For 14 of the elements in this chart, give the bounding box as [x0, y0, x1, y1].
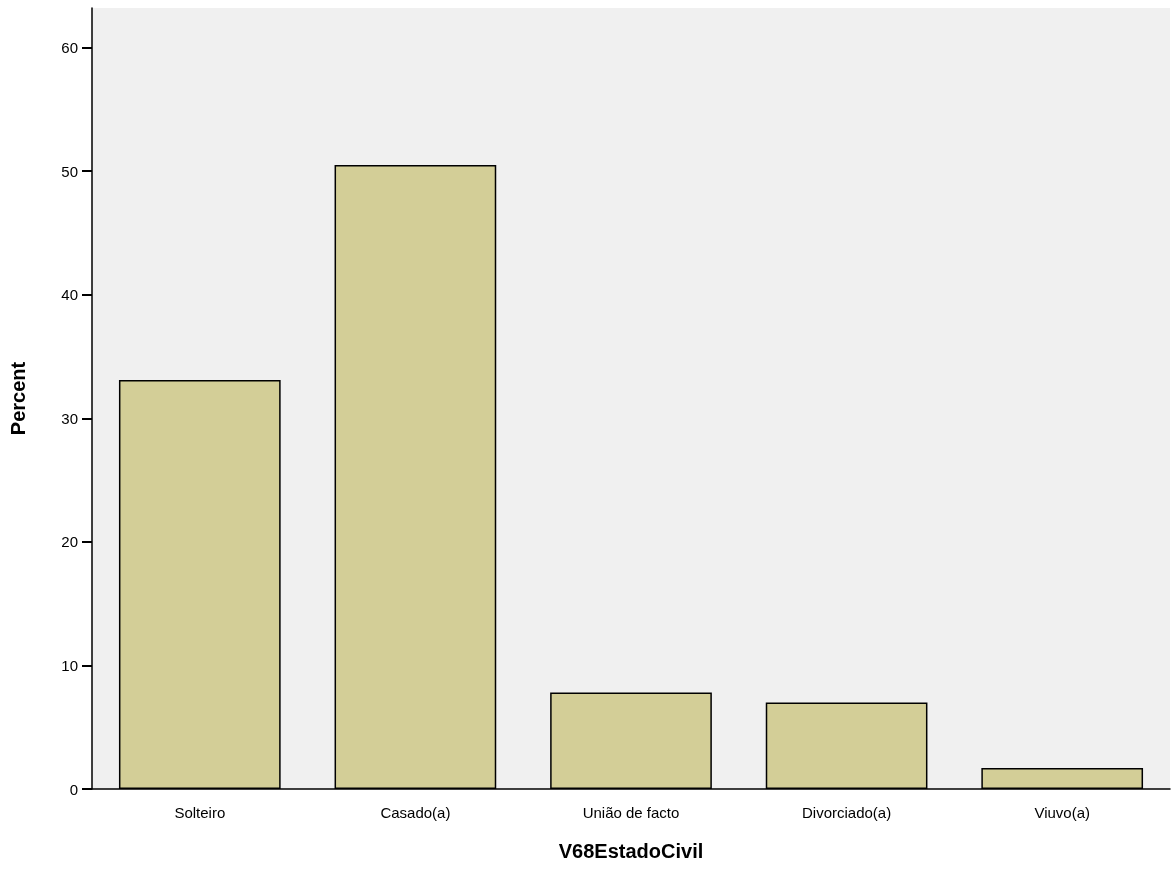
y-axis-title: Percent: [7, 361, 29, 436]
x-tick-label: União de facto: [582, 804, 680, 821]
y-tick-label: 20: [61, 533, 78, 551]
y-tick-label: 50: [61, 162, 78, 180]
x-axis-title: V68EstadoCivil: [558, 840, 704, 862]
y-tick-label: 60: [61, 39, 78, 57]
x-tick-label: Solteiro: [174, 804, 226, 821]
y-tick-label: 10: [61, 656, 78, 674]
y-tick-label: 40: [61, 286, 78, 304]
x-tick-label: Divorciado(a): [802, 804, 892, 821]
x-tick-label: Casado(a): [380, 804, 451, 821]
x-tick-label: Viuvo(a): [1034, 804, 1090, 821]
y-tick-label: 30: [61, 409, 78, 427]
y-tick-label: 0: [69, 780, 78, 798]
